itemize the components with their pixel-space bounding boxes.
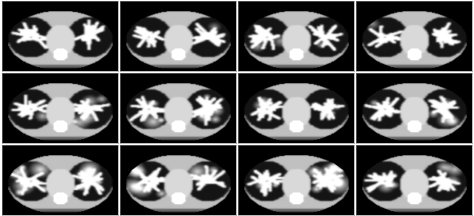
Text: D: D [358,2,365,11]
Text: H: H [358,75,365,84]
Text: J: J [123,147,126,156]
Text: B: B [123,2,129,11]
Text: K: K [240,147,247,156]
Text: A: A [5,2,11,11]
Text: G: G [240,75,247,84]
Text: C: C [240,2,246,11]
Text: E: E [5,75,10,84]
Text: F: F [123,75,128,84]
Text: I: I [5,147,8,156]
Text: L: L [358,147,364,156]
